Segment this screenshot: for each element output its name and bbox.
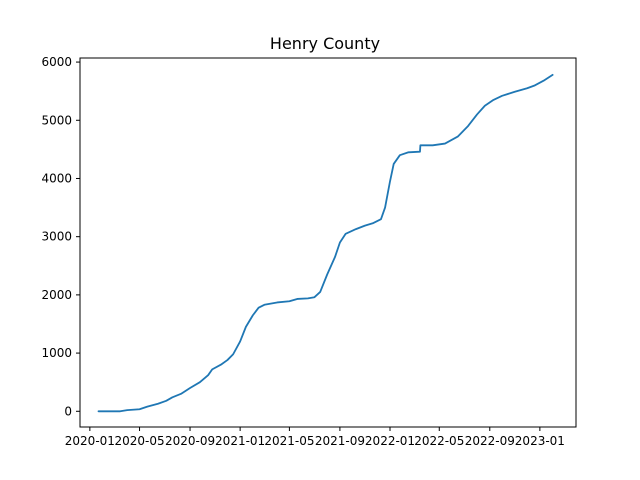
y-tick-label: 6000 bbox=[41, 55, 72, 69]
y-tick-label: 1000 bbox=[41, 346, 72, 360]
x-tick-label: 2020-09 bbox=[165, 434, 215, 448]
x-tick-label: 2020-05 bbox=[114, 434, 164, 448]
x-tick-label: 2020-01 bbox=[65, 434, 115, 448]
x-tick-label: 2022-09 bbox=[465, 434, 515, 448]
y-tick-label: 0 bbox=[64, 404, 72, 418]
x-tick-label: 2021-01 bbox=[215, 434, 265, 448]
y-tick-label: 4000 bbox=[41, 171, 72, 185]
x-tick-label: 2022-01 bbox=[365, 434, 415, 448]
y-tick-label: 2000 bbox=[41, 288, 72, 302]
y-tick-label: 5000 bbox=[41, 113, 72, 127]
chart-title: Henry County bbox=[270, 34, 380, 53]
x-tick-label: 2021-05 bbox=[264, 434, 314, 448]
x-tick-label: 2022-05 bbox=[414, 434, 464, 448]
plot-area bbox=[97, 73, 554, 413]
axes-frame bbox=[79, 57, 577, 428]
series-line bbox=[97, 73, 554, 413]
x-tick-label: 2023-01 bbox=[515, 434, 565, 448]
x-tick-label: 2021-09 bbox=[315, 434, 365, 448]
y-tick-label: 3000 bbox=[41, 230, 72, 244]
